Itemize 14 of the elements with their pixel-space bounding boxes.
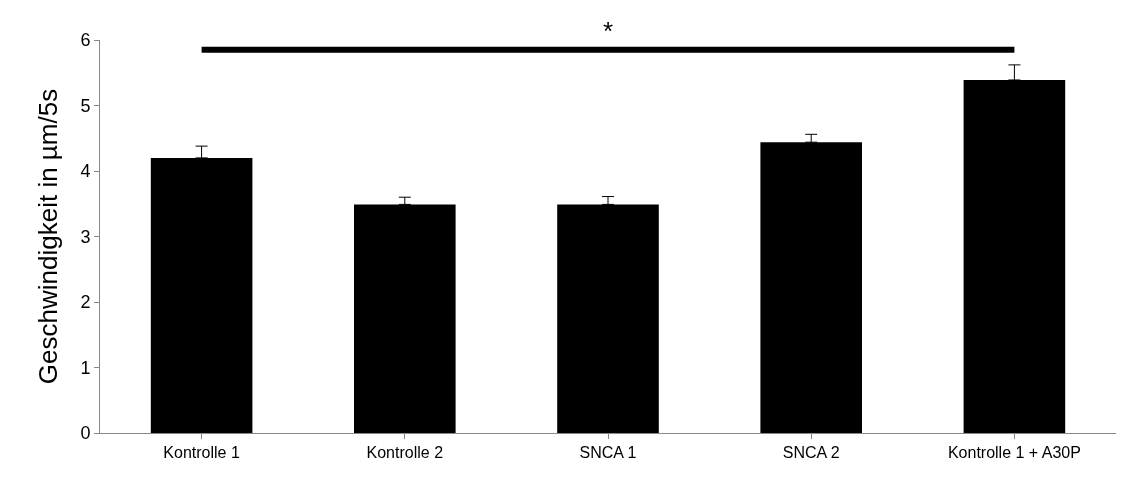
x-tick-label: SNCA 1 xyxy=(579,444,637,462)
y-tick-label: 3 xyxy=(80,226,91,247)
y-tick-label: 1 xyxy=(80,357,91,378)
y-tick-label: 4 xyxy=(80,161,91,182)
x-tick-label: SNCA 2 xyxy=(782,444,840,462)
x-tick-label: Kontrolle 2 xyxy=(366,444,444,462)
x-tick-label: Kontrolle 1 xyxy=(163,444,240,462)
y-axis-title: Geschwindigkeit in µm/5s xyxy=(32,88,63,385)
y-tick-label: 5 xyxy=(80,95,91,116)
y-tick-label: 6 xyxy=(80,30,91,51)
y-tick-label: 2 xyxy=(80,292,91,313)
x-tick-label: Kontrolle 1 + A30P xyxy=(947,444,1081,462)
ref-line-label: * xyxy=(603,16,614,46)
y-tick-label: 0 xyxy=(80,423,91,444)
